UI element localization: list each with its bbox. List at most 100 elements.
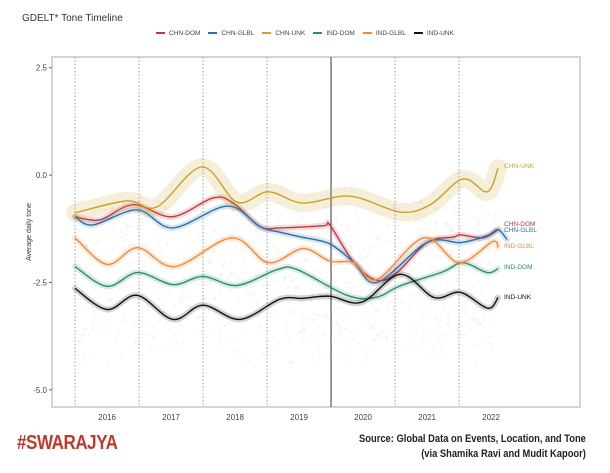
daily-point <box>92 324 96 328</box>
y-tick-label: 2.5 <box>36 64 48 73</box>
daily-point <box>230 239 234 243</box>
daily-point <box>76 199 80 203</box>
daily-point <box>482 325 486 329</box>
daily-point <box>342 358 346 362</box>
daily-point <box>334 322 338 326</box>
daily-point <box>392 306 396 310</box>
daily-point <box>324 231 328 235</box>
daily-point <box>343 234 347 238</box>
daily-point <box>288 361 293 365</box>
daily-point <box>121 239 126 243</box>
daily-point <box>457 212 461 216</box>
daily-point <box>119 236 123 240</box>
daily-point <box>73 348 77 353</box>
legend-swatch <box>262 32 272 35</box>
daily-point <box>437 234 442 238</box>
daily-point <box>438 255 442 259</box>
daily-point <box>93 312 97 316</box>
daily-point <box>391 320 396 325</box>
daily-point <box>476 320 480 324</box>
daily-point <box>133 340 138 344</box>
daily-point <box>365 310 369 315</box>
daily-point <box>208 261 212 265</box>
daily-point <box>419 200 423 204</box>
daily-point <box>476 343 480 348</box>
daily-point <box>141 306 145 311</box>
daily-point <box>236 228 240 232</box>
daily-point <box>350 234 354 238</box>
daily-point <box>352 226 356 230</box>
daily-point <box>309 293 313 297</box>
daily-point <box>257 207 261 212</box>
daily-point <box>90 319 94 323</box>
daily-point <box>432 205 436 210</box>
daily-point <box>365 254 369 258</box>
daily-point <box>463 300 467 304</box>
daily-point <box>286 285 290 289</box>
daily-point <box>284 325 288 329</box>
daily-point <box>337 306 341 310</box>
daily-point <box>176 252 180 257</box>
daily-point <box>196 231 201 235</box>
daily-point <box>399 275 403 279</box>
daily-point <box>119 229 123 233</box>
daily-point <box>242 262 246 266</box>
daily-point <box>330 251 335 255</box>
daily-point <box>164 207 168 211</box>
daily-point <box>140 223 144 227</box>
y-tick-label: 0.0 <box>36 171 48 180</box>
legend-item: IND-DOM <box>313 30 355 37</box>
daily-point <box>437 337 441 341</box>
daily-point <box>119 192 123 196</box>
daily-point <box>291 247 296 252</box>
daily-point <box>138 287 143 291</box>
daily-point <box>181 299 185 303</box>
daily-point <box>463 333 467 337</box>
daily-point <box>396 235 400 240</box>
daily-point <box>134 302 138 306</box>
daily-point <box>157 290 161 294</box>
daily-point <box>253 207 257 212</box>
daily-point <box>316 270 320 274</box>
daily-point <box>270 212 274 216</box>
daily-point <box>218 328 222 332</box>
daily-point <box>179 295 183 299</box>
brand-logo: #SWARAJYA <box>17 432 118 454</box>
daily-point <box>456 342 461 346</box>
daily-point <box>287 339 291 343</box>
plot-panel <box>51 56 581 408</box>
daily-point <box>370 301 374 305</box>
daily-point <box>436 325 440 329</box>
daily-point <box>302 300 306 304</box>
legend-swatch <box>413 32 423 35</box>
daily-point <box>340 223 344 227</box>
daily-point <box>442 221 446 225</box>
daily-point <box>309 226 313 230</box>
daily-point <box>493 218 497 222</box>
daily-point <box>428 225 432 229</box>
series-line-ind-glbl <box>74 237 499 281</box>
source-line-1: Source: Global Data on Events, Location,… <box>359 433 586 445</box>
daily-point <box>344 227 349 231</box>
daily-point <box>171 269 175 273</box>
x-tick-label: 2017 <box>162 413 180 422</box>
daily-point <box>434 206 439 210</box>
daily-point <box>291 270 295 275</box>
daily-point <box>422 315 426 320</box>
daily-point <box>414 217 418 222</box>
daily-point <box>299 330 303 334</box>
daily-point <box>414 329 419 333</box>
daily-point <box>430 293 435 297</box>
daily-point <box>170 307 174 312</box>
legend-label: CHN-GLBL <box>221 30 255 37</box>
daily-point <box>367 249 372 253</box>
daily-point <box>218 287 222 291</box>
daily-point <box>283 276 287 280</box>
daily-point <box>441 273 445 277</box>
daily-point <box>425 338 429 342</box>
daily-point <box>220 264 224 268</box>
daily-point <box>145 333 149 337</box>
daily-point <box>303 231 307 235</box>
daily-point <box>332 307 336 311</box>
daily-point <box>455 278 459 282</box>
